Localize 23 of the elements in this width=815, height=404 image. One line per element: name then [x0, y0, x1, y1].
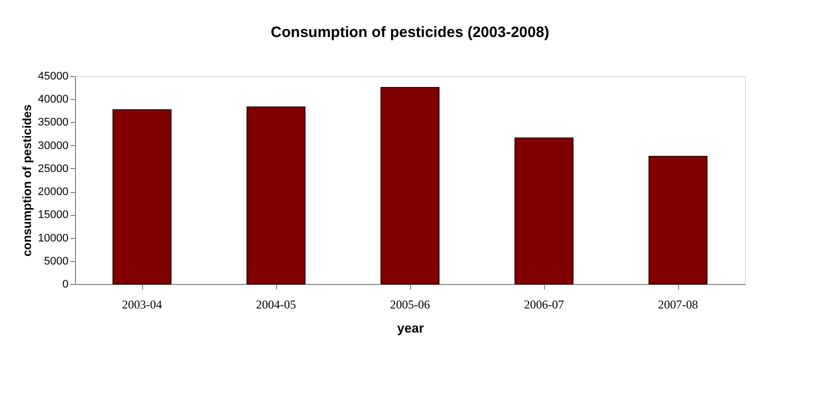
bar	[112, 109, 172, 284]
y-tick-label: 5000	[44, 255, 68, 268]
bar	[380, 87, 440, 284]
y-tick-label: 20000	[38, 186, 68, 198]
x-axis-title: year	[397, 320, 424, 336]
y-tick-label: 10000	[38, 232, 68, 244]
x-tick-label: 2004-05	[256, 298, 296, 312]
y-axis-title: consumption of pesticides	[20, 104, 34, 257]
y-tick-label: 40000	[38, 94, 68, 106]
y-tick-label: 45000	[38, 70, 68, 82]
bar	[514, 137, 574, 284]
y-tick-label: 0	[62, 278, 68, 290]
x-tick-label: 2005-06	[390, 298, 430, 312]
y-tick-label: 25000	[38, 162, 68, 175]
bar	[648, 156, 708, 284]
y-tick-label: 15000	[38, 209, 68, 222]
y-tick-label: 30000	[38, 140, 68, 152]
x-tick-label: 2006-07	[524, 298, 564, 312]
y-tick-label: 35000	[38, 116, 68, 129]
x-tick-label: 2003-04	[122, 298, 162, 312]
bar	[246, 106, 306, 284]
x-tick-label: 2007-08	[658, 298, 698, 312]
chart-title: Consumption of pesticides (2003-2008)	[270, 24, 550, 41]
